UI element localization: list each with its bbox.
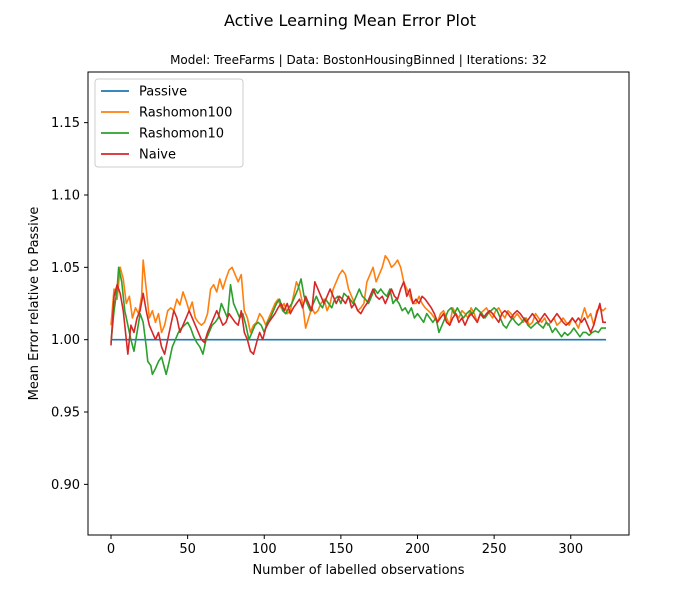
x-tick-label: 150 xyxy=(328,542,353,557)
y-tick-label: 0.95 xyxy=(51,406,80,421)
chart-title: Active Learning Mean Error Plot xyxy=(224,11,476,30)
legend-box xyxy=(94,78,244,168)
x-axis-ticks: 0 50 100 150 200 250 300 xyxy=(107,535,583,557)
y-tick-label: 0.90 xyxy=(51,478,80,493)
y-tick-label: 1.05 xyxy=(51,261,80,276)
chart-subtitle: Model: TreeFarms | Data: BostonHousingBi… xyxy=(170,53,547,67)
y-tick-label: 1.15 xyxy=(51,116,80,131)
x-tick-label: 300 xyxy=(558,542,583,557)
x-tick-label: 0 xyxy=(107,542,115,557)
x-tick-label: 50 xyxy=(179,542,196,557)
series-line-rashomon10 xyxy=(110,266,607,376)
y-axis-label: Mean Error relative to Passive xyxy=(27,207,42,401)
y-axis-ticks: 0.90 0.95 1.00 1.05 1.10 1.15 xyxy=(51,116,88,493)
series-layer xyxy=(110,254,607,376)
legend-label-rashomon10: Rashomon10 xyxy=(139,127,224,142)
legend-label-rashomon100: Rashomon100 xyxy=(139,106,232,121)
y-tick-label: 1.00 xyxy=(51,333,80,348)
y-tick-label: 1.10 xyxy=(51,188,80,203)
legend-label-passive: Passive xyxy=(139,85,187,100)
legend: Passive Rashomon100 Rashomon10 Naive xyxy=(94,78,244,168)
legend-label-naive: Naive xyxy=(139,148,176,163)
series-line-naive xyxy=(110,281,607,355)
x-tick-label: 250 xyxy=(482,542,507,557)
x-axis-label: Number of labelled observations xyxy=(252,563,464,578)
plot-frame xyxy=(87,71,630,536)
x-tick-label: 200 xyxy=(405,542,430,557)
x-tick-label: 100 xyxy=(252,542,277,557)
